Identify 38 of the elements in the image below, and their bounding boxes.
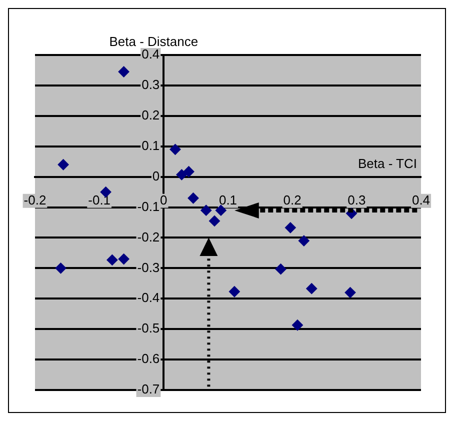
point (176, 169, 188, 180)
y-tick-label: -0.2 (137, 229, 160, 244)
x-tick-label: -0.1 (88, 192, 111, 208)
point (55, 262, 66, 274)
x-tick-label: 0.1 (218, 192, 238, 208)
point (106, 254, 118, 266)
y-tick-label: -0.4 (137, 290, 160, 306)
y-tick-label: -0.6 (137, 351, 160, 366)
point (228, 286, 240, 298)
x-tick-label: 0.2 (283, 192, 302, 208)
point (58, 159, 69, 170)
point (298, 235, 310, 246)
y-tick-label: -0.3 (137, 260, 160, 275)
point (200, 204, 212, 216)
point (215, 204, 226, 216)
x-tick-label: -0.2 (24, 192, 46, 208)
y-tick-label: -0.5 (137, 320, 160, 336)
point (188, 192, 199, 204)
point (292, 320, 303, 331)
y-axis-title: Beta - Distance (109, 34, 198, 50)
point (284, 222, 296, 234)
y-tick-label: 0.4 (142, 46, 160, 62)
y-tick-label: 0.2 (142, 107, 160, 122)
point (183, 166, 194, 178)
point (170, 144, 181, 155)
x-tick-label: 0.4 (412, 192, 430, 208)
point (275, 264, 286, 275)
point (118, 254, 130, 265)
point (344, 287, 356, 298)
x-tick-label: 0.3 (348, 192, 366, 208)
x-axis-title: Beta - TCI (358, 156, 417, 171)
point (118, 66, 130, 78)
point (306, 283, 318, 294)
y-tick-label: 0.1 (142, 138, 160, 153)
y-tick-label: 0.3 (142, 77, 160, 92)
y-tick-label: -0.7 (137, 382, 160, 397)
y-tick-label: 0 (152, 168, 160, 184)
point (208, 215, 220, 226)
